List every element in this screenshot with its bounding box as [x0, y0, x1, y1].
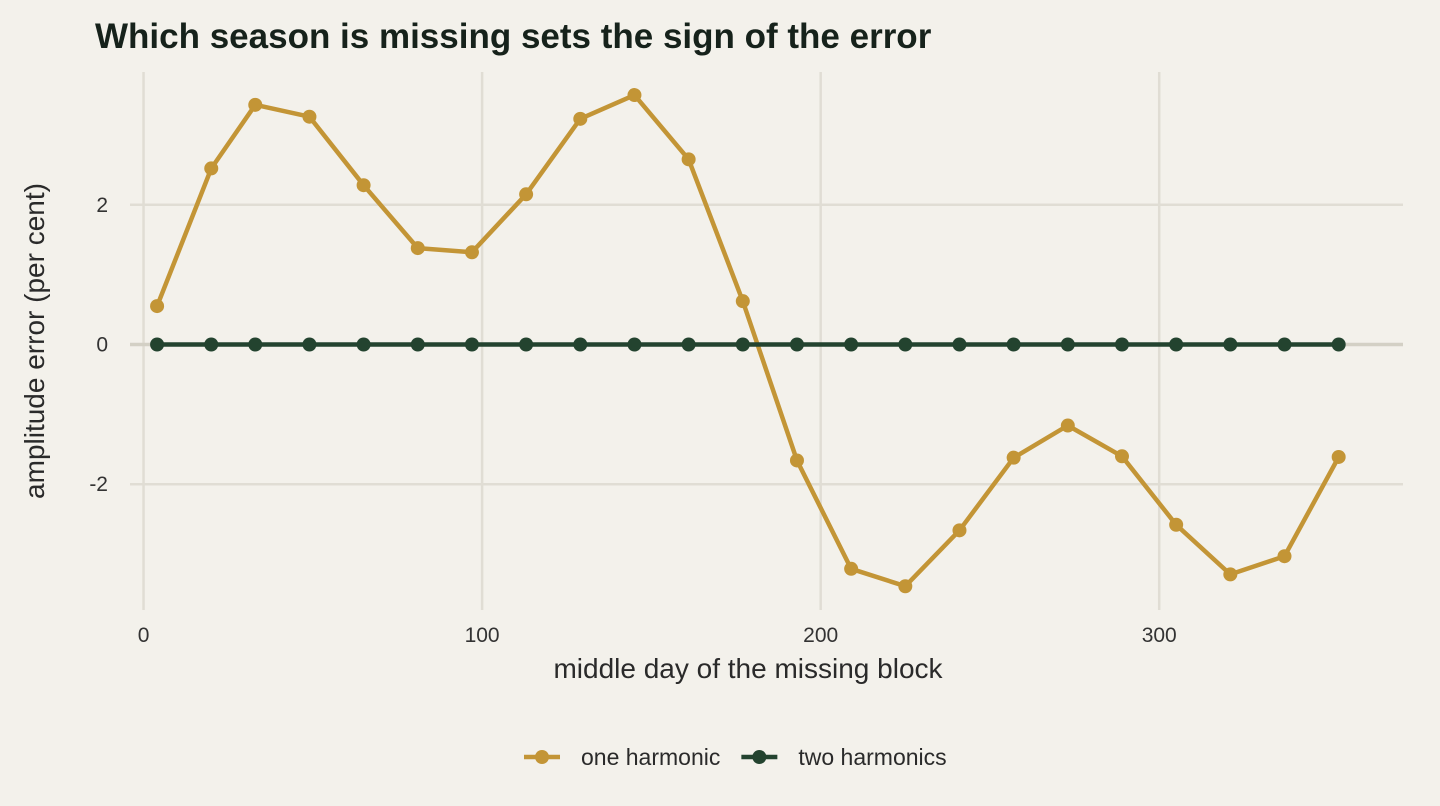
- data-point: [1223, 337, 1238, 352]
- data-point: [410, 337, 425, 352]
- data-point: [898, 337, 913, 352]
- grid: [130, 72, 1403, 610]
- data-point: [1331, 337, 1346, 352]
- data-point: [627, 337, 642, 352]
- legend-label: one harmonic: [581, 744, 720, 770]
- data-point: [204, 337, 219, 352]
- y-tick-label: 2: [96, 194, 108, 217]
- data-point: [735, 294, 750, 309]
- legend-item: two harmonics: [741, 744, 947, 770]
- y-tick-labels: -2 0 2: [89, 194, 108, 496]
- data-point: [150, 337, 165, 352]
- y-axis-title: amplitude error (per cent): [19, 183, 50, 499]
- data-point: [356, 337, 371, 352]
- data-point: [302, 109, 317, 124]
- data-point: [1006, 450, 1021, 465]
- data-point: [1060, 418, 1075, 433]
- legend: one harmonic two harmonics: [524, 744, 947, 770]
- data-point: [1006, 337, 1021, 352]
- x-axis-title: middle day of the missing block: [553, 653, 943, 684]
- data-point: [1114, 449, 1129, 464]
- data-point: [1169, 337, 1184, 352]
- data-point: [681, 152, 696, 167]
- data-point: [464, 245, 479, 260]
- data-point: [789, 453, 804, 468]
- y-tick-label: -2: [89, 473, 108, 496]
- data-point: [1169, 517, 1184, 532]
- y-tick-label: 0: [96, 333, 108, 356]
- series-2: [150, 337, 1346, 352]
- data-point: [898, 579, 913, 594]
- data-point: [1114, 337, 1129, 352]
- data-point: [204, 161, 219, 176]
- data-point: [573, 111, 588, 126]
- series-layer: [150, 88, 1346, 594]
- chart-title: Which season is missing sets the sign of…: [95, 17, 932, 56]
- data-point: [410, 241, 425, 256]
- data-point: [627, 88, 642, 103]
- x-tick-label: 100: [465, 624, 500, 647]
- data-point: [1331, 449, 1346, 464]
- data-point: [464, 337, 479, 352]
- data-point: [519, 187, 534, 202]
- series-1: [150, 88, 1346, 594]
- data-point: [1277, 549, 1292, 564]
- data-point: [952, 523, 967, 538]
- data-point: [789, 337, 804, 352]
- data-point: [248, 337, 263, 352]
- data-point: [248, 97, 263, 112]
- data-point: [952, 337, 967, 352]
- data-point: [519, 337, 534, 352]
- data-point: [735, 337, 750, 352]
- data-point: [356, 178, 371, 193]
- data-point: [1277, 337, 1292, 352]
- data-point: [302, 337, 317, 352]
- x-tick-labels: 0 100 200 300: [138, 624, 1177, 647]
- data-point: [1223, 567, 1238, 582]
- data-point: [844, 561, 859, 576]
- legend-label: two harmonics: [798, 744, 946, 770]
- data-point: [681, 337, 696, 352]
- data-point: [844, 337, 859, 352]
- legend-item: one harmonic: [524, 744, 720, 770]
- x-tick-label: 200: [803, 624, 838, 647]
- legend-swatch-point: [752, 750, 767, 764]
- x-tick-label: 300: [1142, 624, 1177, 647]
- data-point: [573, 337, 588, 352]
- x-tick-label: 0: [138, 624, 150, 647]
- legend-swatch-point: [535, 750, 549, 764]
- data-point: [150, 299, 165, 314]
- data-point: [1060, 337, 1075, 352]
